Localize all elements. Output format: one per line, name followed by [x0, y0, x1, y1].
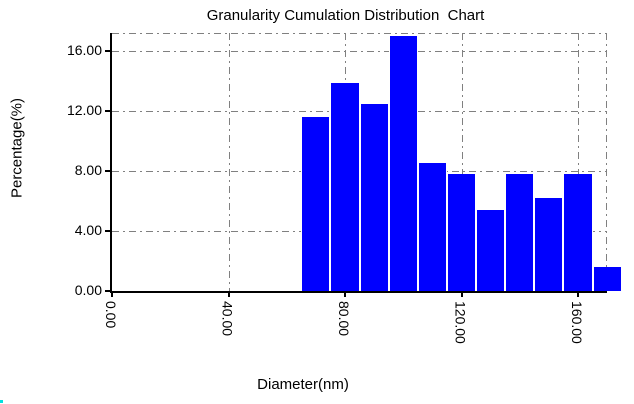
bar	[330, 82, 360, 291]
chart-title: Granularity Cumulation Distribution Char…	[206, 7, 485, 24]
plot-top-border	[112, 33, 607, 34]
x-tick-label: 120.00	[452, 301, 469, 344]
screen-corner-artifact	[0, 400, 3, 403]
plot-right-border	[606, 33, 607, 291]
y-tick-mark	[105, 110, 112, 112]
bar	[534, 198, 564, 291]
bar	[446, 174, 477, 291]
y-tick-label: 8.00	[74, 162, 102, 178]
y-tick-label: 16.00	[66, 42, 102, 58]
v-gridline	[578, 33, 579, 291]
x-tick-mark	[577, 291, 579, 297]
x-tick-label: 40.00	[219, 301, 236, 337]
y-axis-title: Percentage(%)	[8, 97, 26, 199]
y-tick-mark	[105, 170, 112, 172]
y-tick-mark	[105, 290, 112, 292]
x-tick-mark	[111, 291, 113, 297]
bar	[505, 174, 535, 291]
y-tick-label: 12.00	[66, 102, 102, 118]
x-tick-mark	[227, 291, 230, 297]
bar	[592, 267, 622, 291]
v-gridline	[461, 33, 463, 291]
bar	[417, 162, 447, 291]
x-tick-label: 0.00	[103, 301, 119, 329]
y-tick-mark	[105, 50, 112, 52]
y-tick-mark	[105, 230, 112, 232]
y-axis-line	[110, 33, 112, 293]
bar	[476, 210, 506, 291]
y-tick-label: 4.00	[74, 222, 102, 238]
h-gridline	[112, 51, 607, 52]
x-tick-mark	[460, 291, 463, 297]
bar	[301, 117, 331, 291]
x-tick-label: 80.00	[336, 301, 352, 337]
x-axis-title: Diameter(nm)	[257, 376, 349, 393]
x-tick-mark	[344, 291, 346, 297]
x-tick-label: 160.00	[569, 301, 585, 344]
x-axis-line	[110, 291, 607, 293]
bar	[563, 174, 593, 291]
y-tick-label: 0.00	[74, 282, 102, 298]
bar	[388, 36, 418, 291]
bar	[359, 103, 389, 291]
v-gridline	[228, 33, 230, 291]
